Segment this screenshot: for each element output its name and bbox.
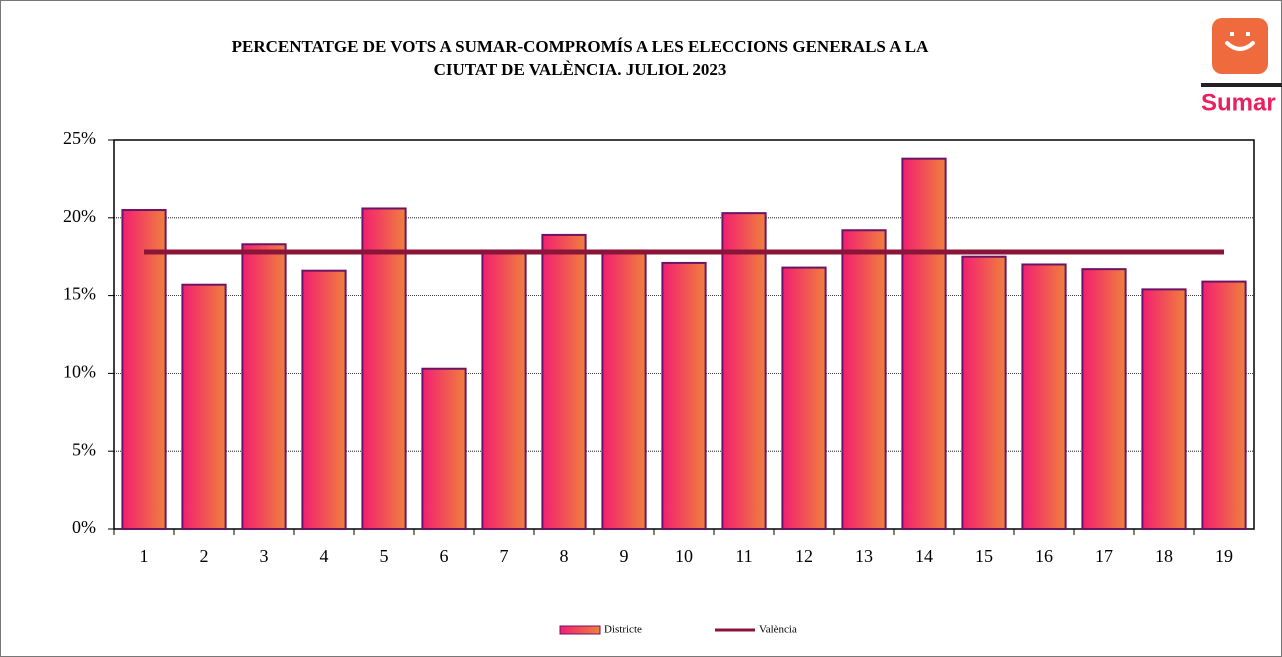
x-tick-label: 5 bbox=[380, 546, 389, 566]
y-tick-label: 15% bbox=[63, 284, 96, 304]
bar bbox=[421, 367, 467, 530]
bar bbox=[1021, 263, 1067, 530]
legend-swatch bbox=[559, 625, 601, 635]
bar bbox=[481, 249, 527, 530]
x-tick-label: 10 bbox=[675, 546, 693, 566]
x-tick-label: 14 bbox=[915, 546, 933, 566]
x-tick-label: 4 bbox=[320, 546, 329, 566]
x-tick-label: 19 bbox=[1215, 546, 1233, 566]
y-tick-label: 0% bbox=[72, 517, 96, 537]
bar bbox=[781, 266, 827, 530]
bar bbox=[1201, 280, 1247, 531]
bar bbox=[601, 249, 647, 530]
x-tick-label: 12 bbox=[795, 546, 813, 566]
bar bbox=[361, 207, 407, 531]
bar bbox=[241, 243, 287, 530]
y-tick-label: 25% bbox=[63, 128, 96, 148]
bar bbox=[841, 229, 887, 531]
x-tick-label: 16 bbox=[1035, 546, 1053, 566]
x-tick-label: 17 bbox=[1095, 546, 1113, 566]
x-tick-label: 15 bbox=[975, 546, 993, 566]
logo: Sumar bbox=[1201, 18, 1282, 116]
bar bbox=[181, 283, 227, 531]
y-tick-label: 5% bbox=[72, 439, 96, 459]
chart-title: CIUTAT DE VALÈNCIA. JULIOL 2023 bbox=[434, 60, 727, 79]
chart-title: PERCENTATGE DE VOTS A SUMAR-COMPROMÍS A … bbox=[232, 37, 930, 56]
legend-label: València bbox=[759, 624, 797, 636]
bar bbox=[1141, 288, 1187, 530]
bar bbox=[301, 269, 347, 530]
x-tick-label: 13 bbox=[855, 546, 873, 566]
bar bbox=[901, 157, 947, 530]
logo-smile bbox=[1225, 41, 1255, 51]
logo-eye bbox=[1246, 32, 1250, 36]
bar bbox=[121, 209, 167, 531]
x-tick-label: 18 bbox=[1155, 546, 1173, 566]
bar bbox=[721, 212, 767, 531]
bar bbox=[541, 233, 587, 531]
logo-eye bbox=[1230, 32, 1234, 36]
x-tick-label: 2 bbox=[200, 546, 209, 566]
bar bbox=[961, 255, 1007, 530]
x-tick-label: 1 bbox=[140, 546, 149, 566]
x-tick-label: 8 bbox=[560, 546, 569, 566]
x-tick-label: 3 bbox=[260, 546, 269, 566]
logo-rule bbox=[1201, 83, 1282, 87]
x-tick-label: 7 bbox=[500, 546, 509, 566]
logo-text: Sumar bbox=[1201, 89, 1276, 116]
x-tick-label: 9 bbox=[620, 546, 629, 566]
logo-icon bbox=[1212, 18, 1268, 74]
x-tick-label: 11 bbox=[735, 546, 752, 566]
y-tick-label: 10% bbox=[63, 362, 96, 382]
y-tick-label: 20% bbox=[63, 206, 96, 226]
bar bbox=[1081, 268, 1127, 530]
legend-label: Districte bbox=[604, 624, 642, 636]
x-tick-label: 6 bbox=[440, 546, 449, 566]
bar bbox=[661, 261, 707, 530]
